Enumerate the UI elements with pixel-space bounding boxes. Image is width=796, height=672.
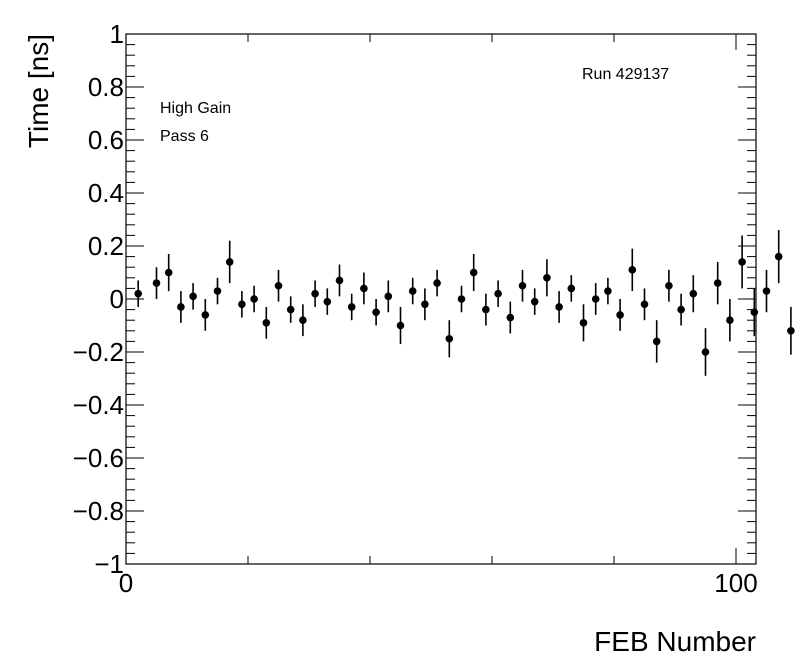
- data-point: [323, 297, 332, 306]
- data-point: [738, 258, 746, 266]
- data-point: [384, 292, 393, 301]
- plot-frame: [125, 33, 757, 565]
- y-tick-label: −1: [94, 549, 124, 579]
- data-point: [750, 308, 759, 317]
- y-tick-label: −0.2: [73, 337, 124, 367]
- annotation-pass: Pass 6: [160, 128, 209, 145]
- data-point: [286, 305, 295, 314]
- data-point: [762, 287, 771, 295]
- data-point: [445, 334, 454, 343]
- data-point: [164, 268, 173, 277]
- data-point: [225, 258, 234, 266]
- data-point: [494, 289, 502, 298]
- data-point: [360, 284, 368, 293]
- data-point: [347, 303, 356, 311]
- data-point: [726, 316, 734, 325]
- data-point: [250, 295, 258, 303]
- data-point: [567, 284, 576, 293]
- data-point: [335, 276, 344, 285]
- y-tick-label: 0.4: [88, 178, 124, 208]
- data-point: [469, 268, 478, 277]
- x-tick-label: 100: [714, 568, 757, 598]
- annotation-high-gain: High Gain: [160, 100, 231, 117]
- y-tick-label: −0.6: [73, 443, 124, 473]
- y-tick-labels: −1 −0.8 −0.6 −0.4 −0.2 0 0.2 0.4 0.6 0.8 1: [73, 19, 124, 579]
- data-point: [530, 297, 539, 306]
- data-point: [628, 266, 637, 274]
- data-point: [555, 303, 563, 311]
- x-tick-label: 0: [119, 568, 133, 598]
- data-point: [579, 319, 588, 327]
- data-point: [213, 287, 222, 295]
- data-point: [396, 321, 405, 330]
- y-tick-label: 0.8: [88, 72, 124, 102]
- data-point: [787, 327, 795, 335]
- y-tick-label: −0.4: [73, 390, 124, 420]
- y-tick-label: 1: [110, 19, 124, 49]
- data-point: [482, 305, 490, 314]
- data-point: [152, 279, 161, 287]
- data-point: [713, 279, 722, 287]
- data-point: [701, 348, 710, 356]
- data-point: [201, 311, 210, 319]
- x-tick-labels: 0100200300400500600: [119, 568, 758, 598]
- data-point: [665, 281, 673, 290]
- data-point: [177, 303, 185, 311]
- x-axis-title: FEB Number: [594, 626, 756, 657]
- data-point: [518, 281, 527, 290]
- data-point: [506, 313, 515, 322]
- data-point: [616, 311, 624, 319]
- data-points: [134, 252, 795, 356]
- data-point: [189, 292, 197, 301]
- y-tick-label: −0.8: [73, 496, 124, 526]
- annotation-run-number: Run 429137: [582, 66, 669, 83]
- data-point: [372, 308, 380, 317]
- data-point: [421, 300, 429, 309]
- data-point: [408, 287, 417, 295]
- y-axis-title: Time [ns]: [23, 34, 54, 148]
- data-point: [774, 252, 783, 261]
- data-point: [238, 300, 246, 309]
- data-point: [689, 289, 698, 298]
- data-point: [262, 319, 271, 327]
- y-tick-label: 0: [110, 284, 124, 314]
- data-point: [640, 300, 649, 309]
- data-point: [311, 289, 319, 298]
- data-point: [274, 281, 283, 290]
- data-point: [591, 295, 600, 303]
- data-point: [134, 289, 142, 298]
- data-point: [299, 316, 307, 325]
- data-point: [652, 337, 661, 346]
- data-point: [433, 279, 441, 287]
- data-point: [457, 295, 466, 303]
- y-tick-label: 0.2: [88, 231, 124, 261]
- data-point: [677, 305, 685, 314]
- data-point: [543, 274, 551, 282]
- data-point: [604, 287, 612, 295]
- y-tick-label: 0.6: [88, 125, 124, 155]
